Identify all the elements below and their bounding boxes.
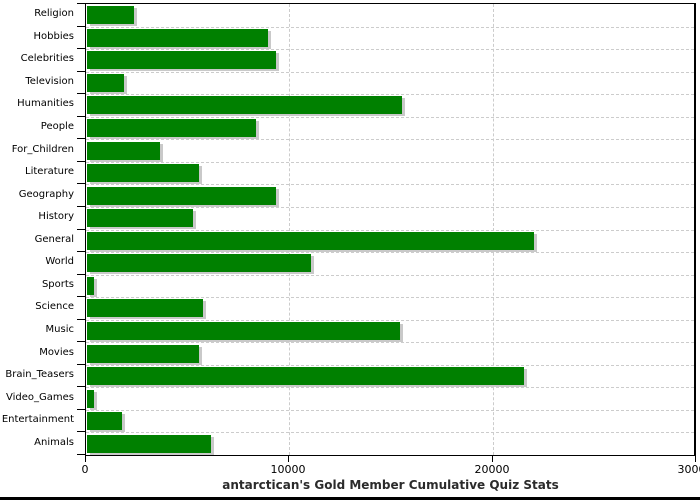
horizontal-gridline — [86, 252, 694, 253]
category-axis-label: Science — [35, 301, 74, 312]
y-axis-tick — [77, 274, 85, 275]
bar-celebrities — [87, 51, 276, 69]
bar-video_games — [87, 390, 94, 408]
x-axis-tick-label: 20000 — [474, 463, 510, 476]
category-axis-label: World — [45, 256, 74, 267]
plot-area — [85, 3, 696, 456]
y-axis-tick — [77, 251, 85, 252]
horizontal-gridline — [86, 410, 694, 411]
bar-sports — [87, 277, 94, 295]
x-axis-tick — [492, 455, 493, 462]
y-axis-tick — [77, 229, 85, 230]
bar-humanities — [87, 96, 402, 114]
y-axis-tick — [77, 161, 85, 162]
y-axis-tick — [77, 431, 85, 432]
bar-entertainment — [87, 412, 122, 430]
bar-geography — [87, 187, 276, 205]
bar-movies — [87, 345, 199, 363]
chart-title: antarctican's Gold Member Cumulative Qui… — [222, 478, 559, 492]
horizontal-gridline — [86, 162, 694, 163]
y-axis-tick — [77, 26, 85, 27]
category-axis-label: Humanities — [17, 98, 74, 109]
y-axis-tick — [77, 93, 85, 94]
horizontal-gridline — [86, 342, 694, 343]
horizontal-gridline — [86, 117, 694, 118]
y-axis-tick — [77, 116, 85, 117]
horizontal-gridline — [86, 139, 694, 140]
vertical-gridline — [289, 4, 290, 455]
bar-science — [87, 299, 203, 317]
horizontal-gridline — [86, 432, 694, 433]
bottom-divider — [0, 497, 700, 500]
category-axis-label: Literature — [25, 166, 74, 177]
category-axis-label: Animals — [34, 437, 74, 448]
horizontal-gridline — [86, 94, 694, 95]
category-axis-label: Movies — [39, 347, 74, 358]
horizontal-gridline — [86, 230, 694, 231]
category-axis-label: Hobbies — [33, 31, 74, 42]
y-axis-tick — [77, 71, 85, 72]
horizontal-gridline — [86, 365, 694, 366]
category-axis-label: Music — [45, 324, 74, 335]
horizontal-gridline — [86, 184, 694, 185]
x-axis-tick-label: 10000 — [270, 463, 306, 476]
bar-general — [87, 232, 534, 250]
bar-for_children — [87, 142, 160, 160]
category-axis-label: Geography — [18, 189, 74, 200]
bar-people — [87, 119, 256, 137]
bar-television — [87, 74, 124, 92]
horizontal-gridline — [86, 49, 694, 50]
x-axis-tick — [85, 455, 86, 462]
y-axis-tick — [77, 409, 85, 410]
category-axis-label: People — [40, 121, 74, 132]
x-axis-tick-label: 0 — [81, 463, 89, 476]
bar-brain_teasers — [87, 367, 524, 385]
y-axis-tick — [77, 341, 85, 342]
category-axis-label: Brain_Teasers — [5, 369, 74, 380]
y-axis-tick — [77, 183, 85, 184]
category-axis-label: Television — [25, 76, 74, 87]
horizontal-gridline — [86, 297, 694, 298]
category-axis-label: Video_Games — [6, 392, 74, 403]
y-axis-tick — [77, 206, 85, 207]
category-axis-label: General — [34, 234, 74, 245]
y-axis-tick — [77, 296, 85, 297]
bar-animals — [87, 435, 211, 453]
horizontal-gridline — [86, 27, 694, 28]
category-axis-label: History — [38, 211, 74, 222]
bar-music — [87, 322, 400, 340]
category-axis-label: Celebrities — [20, 53, 74, 64]
category-axis-label: Entertainment — [1, 414, 74, 425]
horizontal-gridline — [86, 275, 694, 276]
category-axis-label: For_Children — [11, 144, 74, 155]
x-axis-tick-label: 30000 — [677, 463, 700, 476]
y-axis-tick — [77, 138, 85, 139]
bar-religion — [87, 6, 134, 24]
y-axis-tick — [77, 319, 85, 320]
horizontal-gridline — [86, 320, 694, 321]
x-axis-tick — [288, 455, 289, 462]
bar-literature — [87, 164, 199, 182]
y-axis-tick — [77, 364, 85, 365]
y-axis-tick — [77, 48, 85, 49]
x-axis-tick — [695, 455, 696, 462]
horizontal-gridline — [86, 207, 694, 208]
category-axis-label: Religion — [34, 8, 74, 19]
horizontal-gridline — [86, 387, 694, 388]
horizontal-gridline — [86, 72, 694, 73]
bar-world — [87, 254, 311, 272]
bar-history — [87, 209, 193, 227]
y-axis-tick — [77, 386, 85, 387]
category-axis-label: Sports — [41, 279, 74, 290]
bar-hobbies — [87, 29, 268, 47]
y-axis-tick — [77, 454, 85, 455]
y-axis-tick — [77, 3, 85, 4]
vertical-gridline — [493, 4, 494, 455]
